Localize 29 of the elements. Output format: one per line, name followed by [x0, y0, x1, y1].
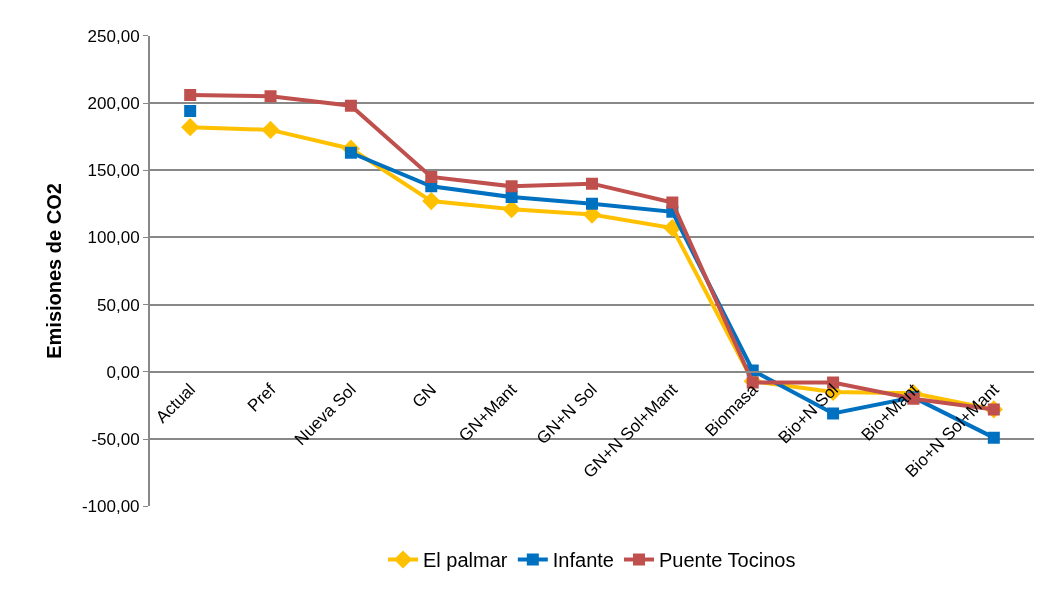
point	[505, 191, 518, 204]
point	[184, 88, 197, 101]
point	[663, 218, 682, 238]
legend-label: Puente Tocinos	[658, 549, 796, 572]
point	[827, 407, 840, 420]
y-tick-label: 250,00	[87, 26, 140, 46]
point	[586, 177, 598, 190]
point	[425, 170, 438, 183]
point	[666, 196, 679, 209]
legend-label: El palmar	[423, 549, 508, 572]
point	[264, 90, 277, 103]
y-tick-label: 100,00	[87, 228, 140, 248]
point	[586, 197, 598, 210]
point	[422, 192, 441, 211]
legend-label: Infante	[552, 549, 614, 572]
y-tick-label: 50,00	[97, 295, 140, 315]
point	[505, 180, 518, 193]
y-tick-label: 200,00	[87, 93, 140, 113]
y-tick-label: 0,00	[106, 362, 140, 382]
y-axis-title: Emisiones de CO2	[42, 183, 65, 359]
y-tick-label: -100,00	[81, 497, 140, 517]
point	[344, 99, 357, 112]
y-tick-label: 150,00	[87, 161, 140, 181]
y-tick-label: -50,00	[91, 429, 140, 449]
x-tick-label: GN	[408, 380, 441, 412]
point	[181, 118, 200, 137]
point	[184, 105, 197, 118]
point	[261, 120, 280, 139]
point	[344, 146, 357, 159]
